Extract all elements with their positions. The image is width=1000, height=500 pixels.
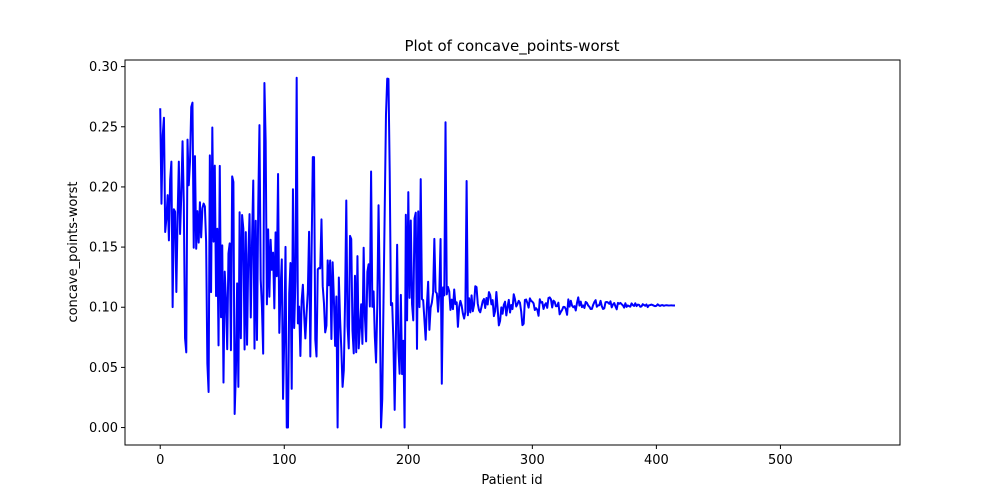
y-tick-label: 0.25: [89, 120, 118, 135]
y-tick-label: 0.00: [89, 421, 118, 436]
x-tick-label: 300: [520, 453, 545, 468]
y-tick-label: 0.15: [89, 241, 118, 256]
x-axis-title: Patient id: [481, 473, 542, 488]
x-axis: 0 100 200 300 400 500: [156, 445, 793, 468]
x-tick-label: 100: [272, 453, 297, 468]
x-tick-label: 400: [644, 453, 669, 468]
series-line-0: [159, 76, 675, 429]
y-tick-label: 0.05: [89, 361, 118, 376]
y-axis: 0.00 0.05 0.10 0.15 0.20 0.25 0.30: [89, 60, 125, 436]
x-tick-label: 0: [156, 453, 164, 468]
plot-frame: [124, 59, 901, 446]
x-tick-label: 200: [396, 453, 421, 468]
y-tick-label: 0.20: [89, 180, 118, 195]
chart-title: Plot of concave_points-worst: [404, 37, 619, 56]
series-layer: [159, 76, 675, 429]
y-axis-title: concave_points-worst: [66, 181, 81, 322]
y-tick-label: 0.30: [89, 60, 118, 75]
x-tick-label: 500: [768, 453, 793, 468]
y-tick-label: 0.10: [89, 301, 118, 316]
